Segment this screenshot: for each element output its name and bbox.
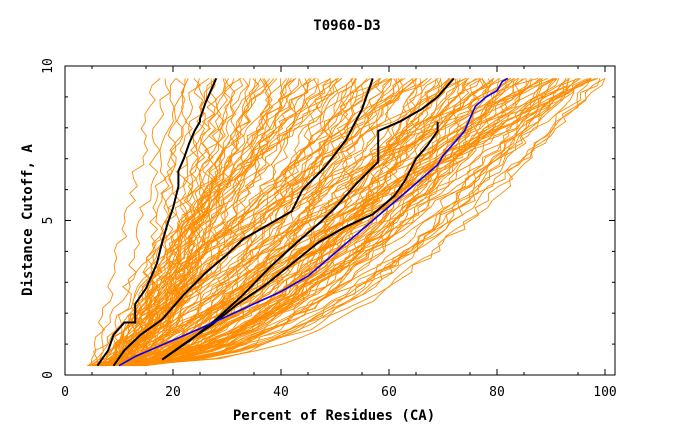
reference-curve bbox=[118, 77, 509, 367]
model-curve bbox=[107, 78, 507, 367]
model-curve bbox=[105, 78, 171, 366]
model-curve bbox=[87, 77, 332, 367]
model-curve bbox=[97, 78, 230, 367]
chart-title: T0960-D3 bbox=[313, 18, 380, 34]
x-tick-label: 60 bbox=[381, 385, 397, 400]
model-curve bbox=[144, 78, 532, 367]
y-tick-label: 5 bbox=[41, 217, 56, 225]
model-curve bbox=[100, 78, 331, 367]
highlight-curve-2 bbox=[112, 78, 374, 367]
model-curve bbox=[89, 78, 189, 367]
model-curve bbox=[121, 78, 494, 366]
model-curve bbox=[128, 78, 592, 366]
x-axis-label: Percent of Residues (CA) bbox=[233, 408, 435, 424]
model-curve bbox=[89, 78, 416, 367]
x-tick-label: 100 bbox=[593, 385, 616, 400]
model-curve bbox=[135, 77, 340, 367]
y-axis: 0 5 10 bbox=[41, 58, 615, 379]
model-curve bbox=[114, 78, 571, 367]
model-curve bbox=[121, 78, 244, 366]
model-curve bbox=[126, 78, 606, 367]
model-curve bbox=[103, 78, 581, 367]
highlight-curve-3 bbox=[161, 77, 455, 361]
model-curve bbox=[105, 78, 541, 367]
model-curve bbox=[100, 78, 581, 367]
y-axis-label: Distance Cutoff, A bbox=[20, 144, 36, 296]
x-tick-label: 0 bbox=[61, 385, 69, 400]
model-curve bbox=[93, 78, 257, 367]
highlight-curve-4 bbox=[161, 121, 439, 361]
model-curve bbox=[125, 78, 177, 366]
model-curve bbox=[121, 78, 512, 366]
model-curve bbox=[90, 78, 161, 366]
model-curve bbox=[121, 78, 343, 366]
x-axis: 0 20 40 60 80 100 bbox=[61, 66, 617, 400]
model-curve bbox=[112, 78, 601, 367]
model-curve bbox=[101, 78, 368, 367]
model-curve bbox=[113, 77, 548, 366]
model-curve bbox=[134, 78, 273, 367]
model-curve bbox=[103, 77, 539, 366]
model-curve bbox=[113, 77, 557, 366]
reference-curve-group bbox=[118, 77, 509, 367]
model-curve bbox=[96, 78, 382, 366]
y-tick-label: 10 bbox=[41, 58, 56, 74]
model-curve bbox=[94, 78, 555, 367]
model-curve bbox=[127, 77, 554, 366]
model-curve bbox=[115, 78, 312, 367]
model-curve bbox=[120, 78, 417, 366]
model-curve bbox=[108, 78, 567, 367]
model-curve bbox=[117, 78, 515, 366]
model-curve bbox=[107, 78, 297, 367]
model-curve bbox=[106, 77, 467, 366]
model-curve bbox=[91, 78, 606, 367]
model-curve bbox=[91, 78, 321, 367]
model-curve bbox=[137, 78, 218, 366]
model-curve bbox=[96, 77, 592, 367]
model-curve bbox=[104, 78, 555, 367]
model-curve bbox=[95, 78, 558, 367]
model-curve bbox=[139, 77, 599, 366]
model-curve bbox=[139, 78, 543, 367]
y-tick-label: 0 bbox=[41, 371, 56, 379]
x-tick-label: 20 bbox=[165, 385, 181, 400]
model-curve bbox=[117, 78, 296, 366]
highlight-curve-1 bbox=[96, 77, 218, 367]
model-curve bbox=[106, 78, 494, 367]
model-curve bbox=[97, 78, 515, 367]
model-curve bbox=[88, 78, 577, 367]
model-curves bbox=[87, 77, 606, 367]
model-curve bbox=[132, 77, 588, 367]
highlighted-model-curves bbox=[96, 77, 455, 367]
x-tick-label: 80 bbox=[489, 385, 505, 400]
x-tick-label: 40 bbox=[273, 385, 289, 400]
model-curve bbox=[130, 78, 592, 367]
model-curve bbox=[99, 77, 467, 366]
model-curve bbox=[116, 78, 356, 367]
model-curve bbox=[136, 78, 443, 367]
model-curve bbox=[102, 78, 342, 367]
model-curve bbox=[114, 77, 596, 367]
model-curve bbox=[127, 78, 567, 367]
